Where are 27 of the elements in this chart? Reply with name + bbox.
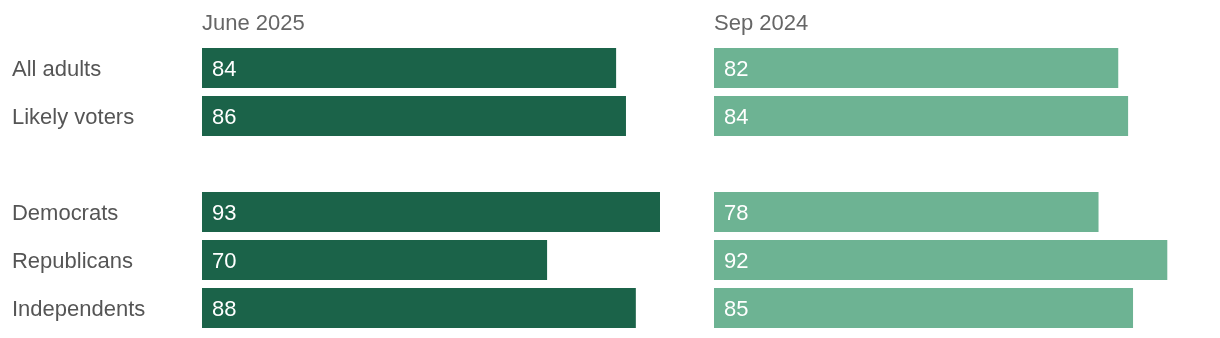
bar [714,288,1134,328]
bar [202,192,661,232]
bar [714,96,1129,136]
data-label: 86 [212,103,237,129]
data-label: 84 [724,103,749,129]
bar [202,288,636,328]
y-tick-label: Democrats [12,200,119,225]
bar [202,240,548,280]
bar [202,48,617,88]
y-tick-label: Independents [12,296,146,321]
data-label: 82 [724,55,749,81]
y-tick-label: All adults [12,56,102,81]
data-label: 84 [212,55,237,81]
bar [714,192,1099,232]
y-tick-label: Republicans [12,248,133,273]
data-label: 92 [724,247,749,273]
bar [714,48,1119,88]
data-label: 93 [212,199,237,225]
chart-title: Sep 2024 [714,9,810,37]
data-label: 88 [212,295,237,321]
data-label: 70 [212,247,237,273]
bar [202,96,626,136]
data-label: 78 [724,199,749,225]
chart-title: June 2025 [202,9,306,37]
bar [714,240,1168,280]
y-tick-label: Likely voters [12,104,135,129]
data-label: 85 [724,295,749,321]
